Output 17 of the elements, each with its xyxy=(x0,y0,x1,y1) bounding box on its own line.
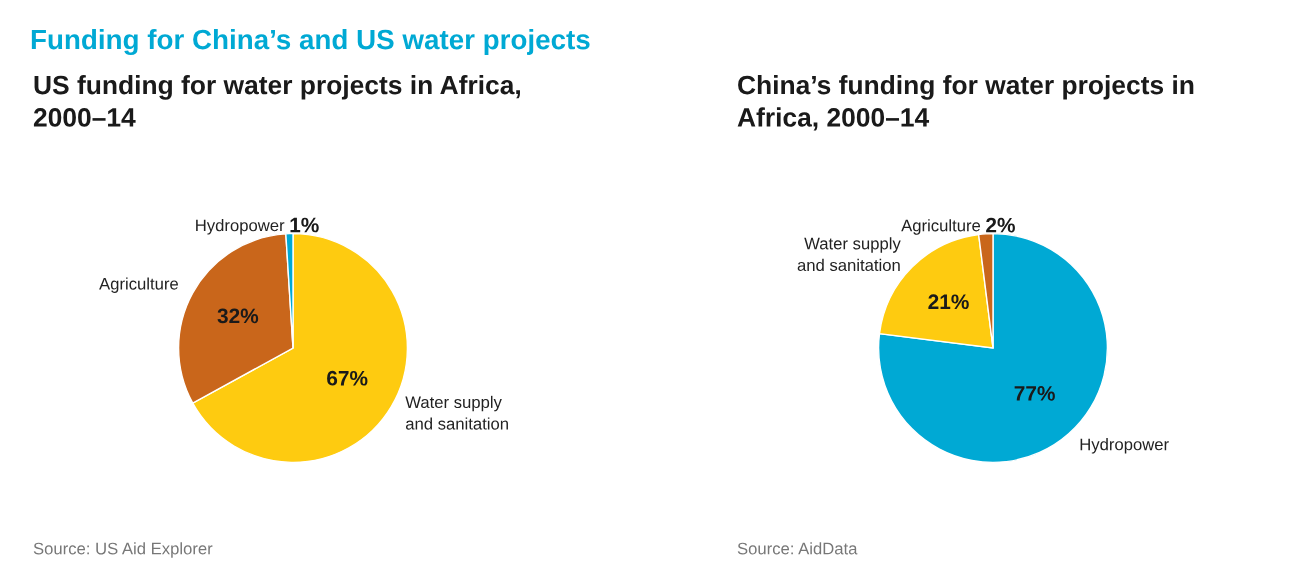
slice-label: Water supply and sanitation xyxy=(797,237,901,272)
source-note: Source: AidData xyxy=(737,542,858,555)
data-label: 21% xyxy=(928,294,969,310)
chart-title: China’s funding for water projects in Africa, 2000–14 xyxy=(737,75,1194,131)
slice-label: Hydropower xyxy=(196,219,285,235)
slice-label: Agriculture xyxy=(901,219,981,235)
slice-label: Hydropower xyxy=(1080,438,1169,454)
text: Funding for China’s and US water projects xyxy=(31,28,590,56)
slice-label: Agriculture xyxy=(99,277,178,293)
data-label: 2% xyxy=(986,217,1015,233)
data-label: 32% xyxy=(217,308,259,324)
chart-title: US funding for water projects in Africa, 2000–14 xyxy=(33,75,520,127)
slice-label: Water supply and sanitation xyxy=(405,395,508,430)
source-note: Source: US Aid Explorer xyxy=(33,542,213,558)
data-label: 67% xyxy=(327,370,368,386)
data-label: 1% xyxy=(290,217,319,233)
data-label: 77% xyxy=(1014,386,1055,401)
